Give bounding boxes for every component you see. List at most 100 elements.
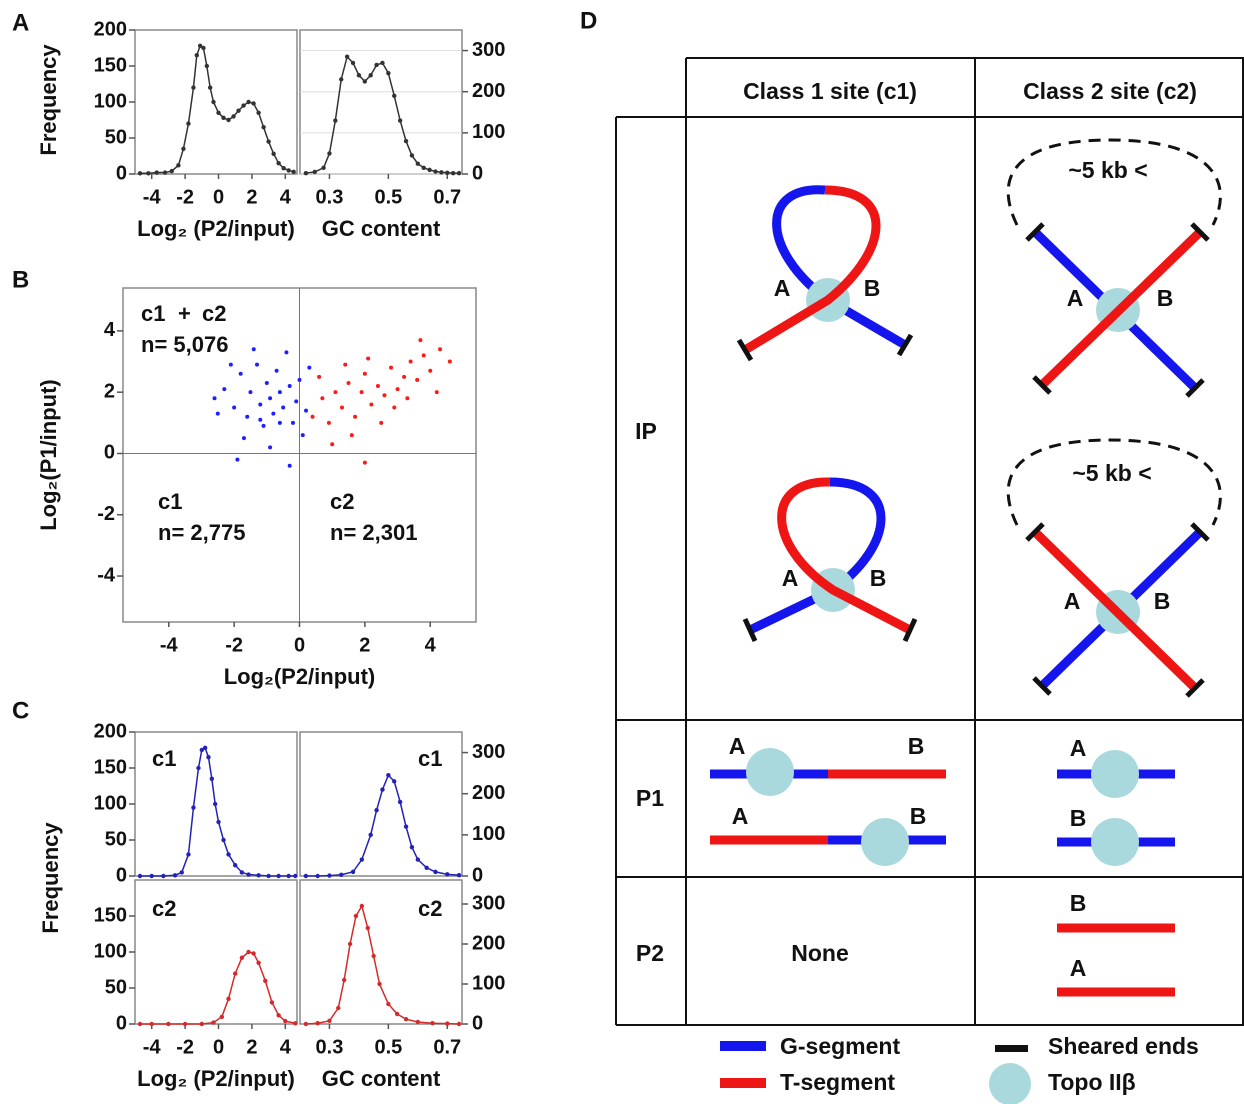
point: [261, 423, 266, 428]
legend-swatch: [995, 1045, 1028, 1052]
point: [258, 417, 263, 422]
point: [241, 436, 246, 441]
site-label: A: [782, 565, 799, 591]
column-header: Class 2 site (c2): [1023, 78, 1197, 104]
point: [403, 1017, 409, 1022]
point: [276, 161, 281, 166]
x-tick-label: 2: [246, 186, 257, 208]
point: [149, 873, 154, 879]
point: [228, 362, 233, 367]
point: [310, 414, 315, 419]
sheared-end: [1032, 676, 1052, 696]
point: [303, 873, 309, 879]
point: [428, 368, 433, 373]
point: [204, 63, 210, 69]
point: [315, 1021, 320, 1026]
point: [281, 166, 286, 171]
plot-frame: [299, 879, 463, 1025]
x-tick-label: 0: [213, 186, 224, 208]
point: [312, 169, 317, 175]
legend-swatch: [720, 1041, 766, 1051]
point: [315, 873, 320, 879]
point: [294, 399, 299, 404]
x-tick-label: -4: [143, 1036, 162, 1058]
point: [284, 350, 289, 355]
point: [359, 903, 365, 909]
point: [176, 163, 181, 168]
panel-label: B: [12, 266, 29, 293]
point: [137, 1021, 143, 1027]
sheared-end: [1025, 522, 1045, 542]
site-label: A: [729, 733, 746, 759]
panel-label: A: [12, 9, 29, 36]
annotation: c2: [418, 896, 442, 921]
point: [137, 873, 143, 879]
point: [290, 420, 295, 425]
point: [286, 168, 291, 173]
point: [209, 776, 215, 781]
point: [421, 165, 426, 171]
point: [409, 845, 415, 850]
point: [276, 1013, 281, 1018]
annotation: +: [178, 301, 191, 326]
y-tick-label: 50: [105, 828, 127, 850]
site-label: B: [910, 803, 927, 829]
point: [350, 60, 356, 66]
point: [251, 101, 256, 106]
point: [397, 799, 403, 805]
point: [439, 170, 444, 175]
t-segment: [1031, 528, 1199, 692]
legend-label: G-segment: [780, 1033, 900, 1059]
point: [277, 420, 282, 425]
y-tick-label: 300: [472, 892, 505, 914]
x-tick-label: 4: [425, 634, 437, 656]
y-tick-label: 0: [472, 864, 483, 886]
point: [162, 170, 168, 175]
point: [395, 1011, 400, 1017]
site-label: B: [870, 565, 887, 591]
point: [268, 445, 273, 450]
point: [339, 872, 344, 877]
point: [359, 857, 365, 862]
annotation: c1: [158, 489, 182, 514]
t-segment: [742, 185, 881, 354]
point: [216, 110, 221, 116]
point: [246, 949, 251, 955]
point: [386, 773, 391, 778]
panel-label: D: [580, 7, 597, 34]
loop-label: ~5 kb <: [1072, 460, 1151, 486]
row-header: P1: [636, 785, 664, 811]
point: [415, 161, 421, 166]
legend-swatch: [720, 1078, 766, 1088]
point: [347, 941, 353, 947]
point: [196, 765, 201, 771]
y-tick-label: 0: [104, 442, 115, 464]
point: [239, 955, 245, 960]
point: [333, 118, 338, 123]
annotation: c2: [152, 896, 176, 921]
point: [137, 171, 143, 176]
point: [197, 43, 203, 49]
topo: [1091, 750, 1139, 798]
point: [456, 1021, 462, 1027]
point: [380, 60, 385, 66]
point: [353, 913, 359, 919]
point: [263, 978, 268, 983]
point: [248, 390, 253, 395]
point: [238, 371, 243, 376]
point: [377, 981, 382, 987]
point: [392, 779, 397, 784]
point: [415, 857, 421, 862]
point: [258, 402, 263, 407]
chart: -4 -2 0 2 4 -4 -2 0 2 4 B Log₂(P1/input) Log₂(P2/inp…: [12, 266, 477, 689]
legend-label: Sheared ends: [1048, 1033, 1199, 1059]
y-tick-label: 100: [472, 823, 505, 845]
t-segment: [1038, 228, 1204, 389]
legend-label: Topo IIβ: [1048, 1069, 1136, 1095]
x-tick-label: 0.3: [316, 1036, 344, 1058]
point: [233, 863, 238, 868]
point: [424, 865, 429, 870]
y-tick-label: 0: [472, 162, 483, 184]
point: [211, 99, 216, 105]
point: [456, 170, 462, 176]
